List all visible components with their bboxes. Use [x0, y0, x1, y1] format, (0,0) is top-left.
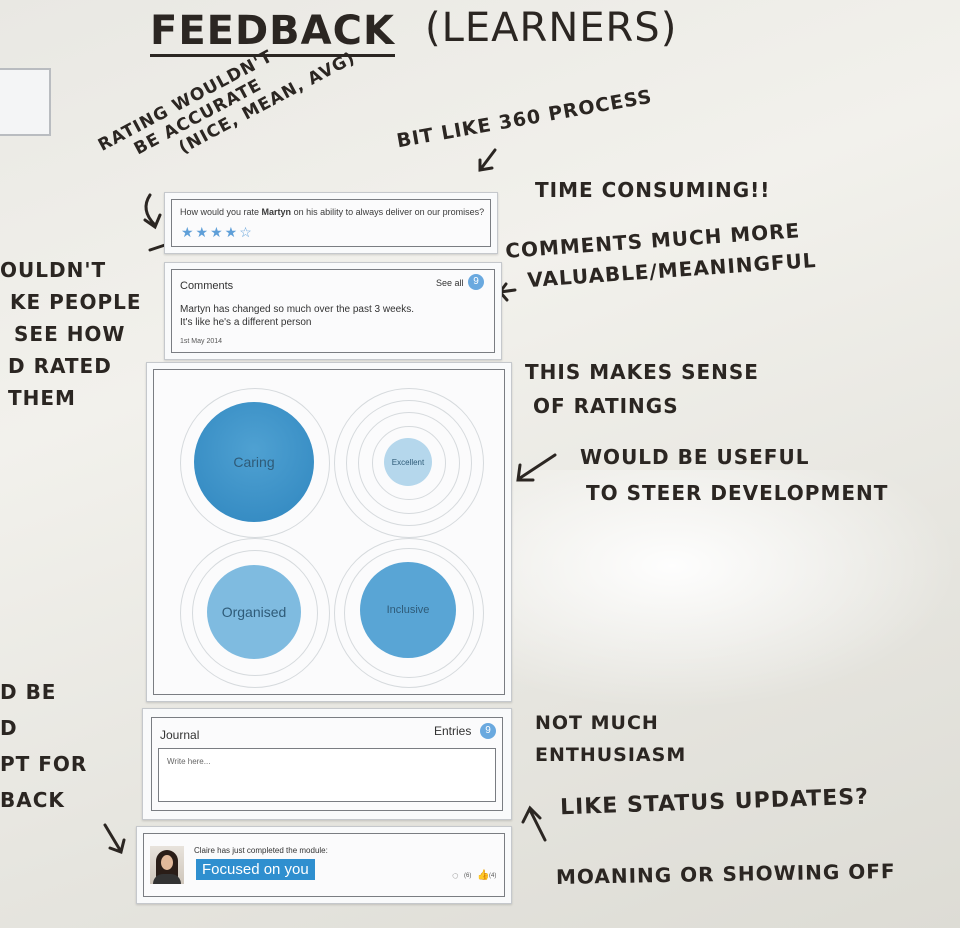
sense-note: THIS MAKES SENSE OF RATINGS: [525, 360, 759, 418]
rating-card: How would you rate Martyn on his ability…: [164, 192, 498, 254]
left-placeholder-box: [0, 68, 51, 136]
comments-card-inner: Comments See all 9 Martyn has changed so…: [171, 269, 495, 353]
status-card-inner: Claire has just completed the module: Fo…: [143, 833, 505, 897]
inclusive-bubble[interactable]: Inclusive: [360, 562, 456, 658]
status-card: Claire has just completed the module: Fo…: [136, 826, 512, 904]
status-text: Claire has just completed the module:: [194, 846, 328, 855]
left-bottom-note: D BE D PT FOR BACK: [0, 680, 88, 812]
arrow-to-comments: [498, 282, 517, 302]
likes-count: (4): [489, 873, 497, 879]
arrow-left-down: [103, 823, 126, 854]
comment-line-1: Martyn has changed so much over the past…: [180, 304, 415, 315]
excellent-group: Excellent: [334, 388, 484, 538]
journal-input[interactable]: Write here...: [158, 748, 496, 802]
inclusive-group: Inclusive: [334, 538, 484, 688]
journal-card-inner: Journal Entries 9 Write here...: [151, 717, 503, 811]
comments-note: COMMENTS MUCH MORE VALUABLE/MEANINGFUL: [504, 218, 818, 293]
three-sixty-note: BIT LIKE 360 PROCESS: [395, 85, 654, 153]
avatar: [150, 846, 184, 884]
avatar-face: [161, 855, 173, 870]
comments-title: Comments: [180, 280, 234, 292]
caring-group: Caring: [180, 388, 330, 538]
rating-question: How would you rate Martyn on his ability…: [180, 207, 485, 217]
journal-placeholder: Write here...: [167, 757, 211, 766]
arrow-to-journal: [521, 805, 547, 842]
caring-bubble[interactable]: Caring: [194, 402, 314, 522]
comments-card: Comments See all 9 Martyn has changed so…: [164, 262, 502, 360]
whiteboard-glare: [480, 470, 960, 710]
left-note: OULDN'T KE PEOPLE SEE HOW D RATED THEM: [0, 258, 142, 410]
journal-title: Journal: [160, 728, 200, 742]
journal-count-badge: 9: [480, 723, 496, 739]
comment-bubble-icon[interactable]: ◌: [452, 870, 459, 882]
journal-note: NOT MUCH ENTHUSIASM: [535, 712, 687, 766]
rating-card-inner: How would you rate Martyn on his ability…: [171, 199, 491, 247]
ratings-chart-inner: Caring Excellent Organised Inclusive: [153, 369, 505, 695]
status-note: LIKE STATUS UPDATES?: [559, 784, 870, 821]
comments-count: (6): [464, 873, 472, 879]
organised-label: Organised: [221, 604, 287, 620]
inclusive-label: Inclusive: [386, 604, 430, 616]
entries-link[interactable]: Entries: [434, 724, 472, 738]
journal-card: Journal Entries 9 Write here...: [142, 708, 512, 820]
board-subtitle: (LEARNERS): [425, 5, 678, 51]
excellent-bubble[interactable]: Excellent: [384, 438, 432, 486]
module-highlight[interactable]: Focused on you: [196, 859, 315, 880]
comments-count-badge: 9: [468, 274, 484, 290]
see-all-link[interactable]: See all: [436, 278, 464, 288]
arrow-to-rating-2: [148, 243, 167, 252]
useful-note: WOULD BE USEFUL TO STEER DEVELOPMENT: [580, 445, 889, 505]
thumbs-up-icon[interactable]: 👍: [477, 870, 490, 881]
time-note: TIME CONSUMING!!: [535, 178, 771, 202]
moaning-note: MOANING OR SHOWING OFF: [555, 859, 896, 889]
arrow-to-chart: [516, 453, 557, 482]
ratings-chart-card: Caring Excellent Organised Inclusive: [146, 362, 512, 702]
organised-group: Organised: [180, 538, 330, 688]
arrow-from-360: [478, 148, 497, 172]
board-title: FEEDBACK: [150, 8, 395, 57]
arrow-to-rating: [143, 193, 162, 230]
organised-bubble[interactable]: Organised: [207, 565, 301, 659]
avatar-shoulders: [153, 874, 181, 884]
star-rating[interactable]: ★★★★☆: [181, 224, 254, 240]
comment-line-2: It's like he's a different person: [180, 317, 312, 328]
excellent-label: Excellent: [391, 457, 425, 467]
caring-label: Caring: [233, 454, 275, 470]
comment-date: 1st May 2014: [180, 338, 223, 345]
rated-person-name: Martyn: [261, 207, 292, 217]
